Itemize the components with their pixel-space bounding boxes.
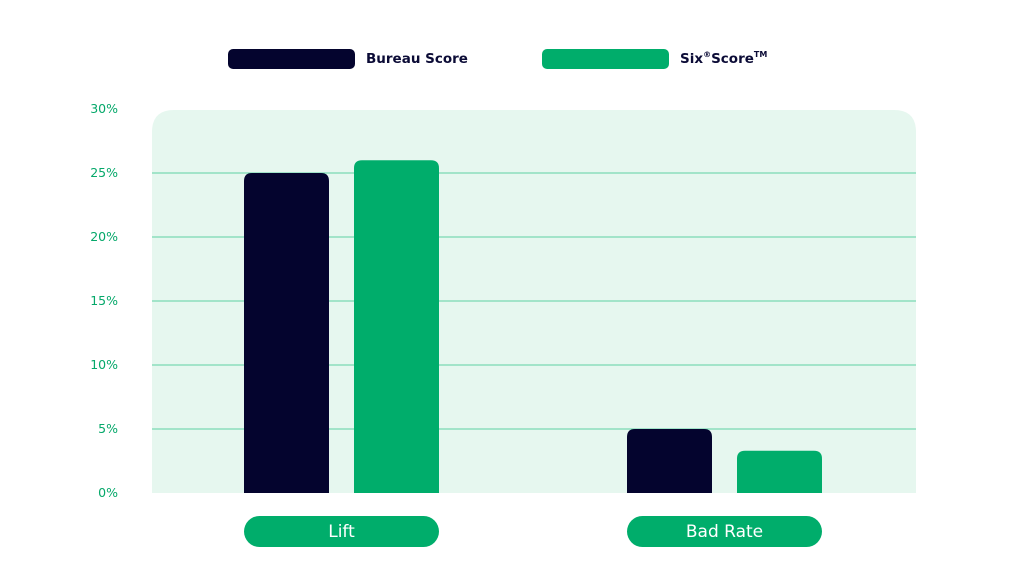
category-label-lift: Lift	[244, 516, 439, 547]
bar	[354, 160, 439, 493]
y-tick-label: 20%	[90, 229, 118, 244]
legend-label-six: Six	[680, 51, 704, 67]
y-tick-label: 25%	[90, 165, 118, 180]
legend-label-score: Score	[711, 51, 754, 67]
y-tick-label: 30%	[90, 101, 118, 116]
legend-swatch-sixscore	[542, 49, 669, 69]
category-label-bad-rate: Bad Rate	[627, 516, 822, 547]
legend-item-sixscore: Six®ScoreTM	[542, 48, 767, 70]
legend-label-bureau-score: Bureau Score	[366, 51, 468, 67]
bar	[737, 450, 822, 493]
legend-item-bureau-score: Bureau Score	[228, 48, 468, 70]
y-tick-label: 15%	[90, 293, 118, 308]
y-axis-ticks: 0% 5% 10% 15% 20% 25% 30%	[90, 101, 118, 500]
bar	[627, 429, 712, 493]
plot-background	[152, 110, 916, 493]
bars	[244, 160, 822, 493]
trademark-mark: TM	[753, 50, 768, 59]
legend-label-sixscore: Six®ScoreTM	[680, 50, 768, 67]
legend: Bureau Score Six®ScoreTM	[0, 48, 1024, 70]
registered-mark: ®	[703, 50, 712, 59]
y-tick-label: 10%	[90, 357, 118, 372]
y-tick-label: 5%	[98, 421, 118, 436]
legend-swatch-bureau-score	[228, 49, 355, 69]
bar	[244, 173, 329, 493]
y-tick-label: 0%	[98, 485, 118, 500]
